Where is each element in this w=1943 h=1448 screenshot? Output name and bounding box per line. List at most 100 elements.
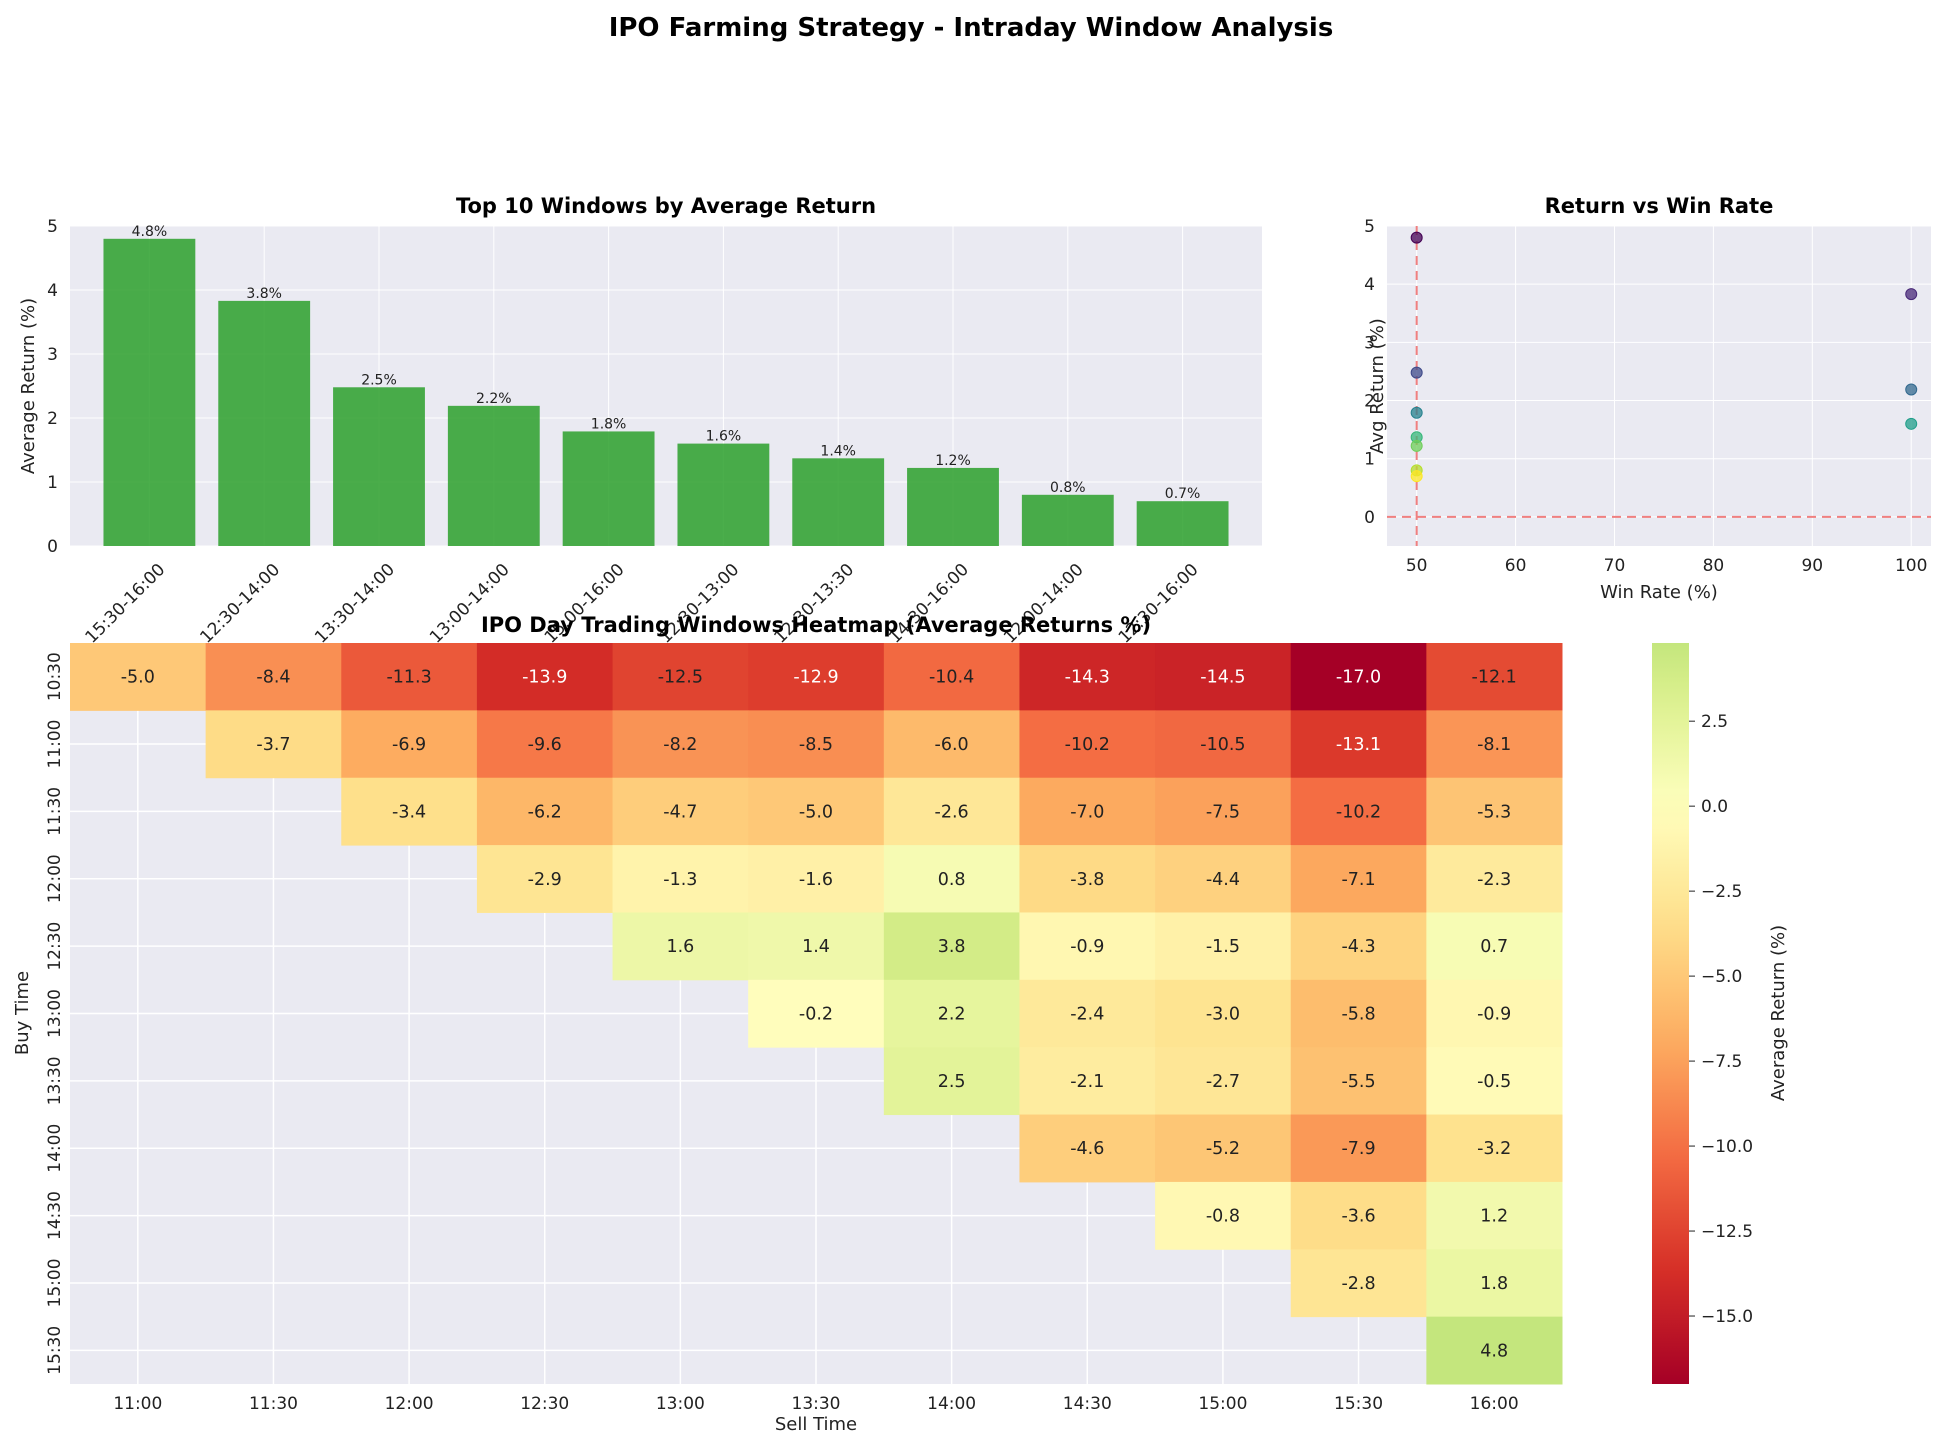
heatmap-cell bbox=[1426, 777, 1563, 846]
heatmap-cell-label: -8.5 bbox=[799, 735, 833, 755]
heatmap-cell bbox=[1155, 1047, 1292, 1116]
heatmap-cell-label: -6.0 bbox=[935, 735, 969, 755]
heatmap-xtick-label: 13:00 bbox=[656, 1394, 705, 1414]
heatmap-cell bbox=[1290, 1047, 1427, 1116]
heatmap-xtick-label: 12:00 bbox=[385, 1394, 434, 1414]
heatmap-cell bbox=[1290, 912, 1427, 981]
bar-data-label: 1.8% bbox=[591, 416, 627, 432]
scatter-point bbox=[1410, 470, 1423, 483]
heatmap-cell bbox=[883, 845, 1020, 913]
heatmap-ytick-label: 12:30 bbox=[45, 922, 65, 971]
heatmap-cell-label: -10.5 bbox=[1200, 735, 1245, 755]
bar-data-label: 1.4% bbox=[820, 443, 856, 459]
bar bbox=[1021, 494, 1114, 546]
bar-data-label: 3.8% bbox=[246, 286, 282, 302]
heatmap-cell bbox=[748, 912, 885, 981]
scatter-plot-area bbox=[1387, 226, 1931, 546]
heatmap-cell-label: -12.9 bbox=[793, 668, 838, 688]
heatmap-cell-label: -2.8 bbox=[1341, 1274, 1375, 1294]
scatter-point bbox=[1410, 231, 1423, 244]
heatmap-cell-label: -13.9 bbox=[522, 668, 567, 688]
heatmap-cell-label: -13.1 bbox=[1336, 735, 1381, 755]
heatmap-cell-label: -8.2 bbox=[663, 735, 697, 755]
scatter-xtick-label: 100 bbox=[1895, 556, 1927, 576]
heatmap-xtick-label: 15:00 bbox=[1198, 1394, 1247, 1414]
bar-chart-panel: 4.8% 3.8% 2.5% 2.2% 1.8% 1.6% 1.4% 1.2% 0.8% 0.7%… bbox=[18, 194, 1262, 648]
heatmap-cell-label: 2.2 bbox=[938, 1005, 966, 1025]
scatter-point bbox=[1905, 417, 1918, 430]
heatmap-cell-label: -1.5 bbox=[1206, 937, 1240, 957]
heatmap-cell bbox=[883, 710, 1020, 779]
heatmap-cell-label: -14.3 bbox=[1065, 668, 1110, 688]
heatmap-cell-label: 1.6 bbox=[666, 937, 694, 957]
heatmap-panel: -5.0 -8.4 -11.3 -13.9 -12.5 -12.9 -10.4 -14.3 -1… bbox=[12, 613, 1563, 1435]
heatmap-cell-label: -5.0 bbox=[799, 802, 833, 822]
bar-xtick-label: 13:30-14:00 bbox=[311, 560, 399, 648]
bar-chart-ylabel: Average Return (%) bbox=[18, 298, 39, 474]
heatmap-cell bbox=[1155, 912, 1292, 981]
bar bbox=[907, 467, 999, 546]
heatmap-cell bbox=[748, 643, 885, 711]
heatmap-cell bbox=[1426, 912, 1563, 981]
heatmap-cell bbox=[1426, 1114, 1563, 1183]
heatmap-ytick-label: 14:00 bbox=[45, 1124, 65, 1173]
heatmap-cell-label: -7.5 bbox=[1206, 802, 1240, 822]
heatmap-xtick-label: 14:30 bbox=[1063, 1394, 1112, 1414]
colorbar-tick-label: −2.5 bbox=[1701, 882, 1742, 902]
bar bbox=[792, 458, 885, 546]
heatmap-cell-label: -7.9 bbox=[1341, 1139, 1375, 1159]
heatmap-cell bbox=[612, 912, 749, 981]
heatmap-cell bbox=[476, 710, 614, 779]
heatmap-cell bbox=[1155, 979, 1292, 1048]
heatmap-cell bbox=[748, 979, 885, 1048]
heatmap-cell bbox=[1290, 845, 1427, 913]
heatmap-cell bbox=[1019, 710, 1156, 779]
scatter-ytick-label: 1 bbox=[1364, 450, 1375, 470]
bar bbox=[677, 443, 770, 546]
scatter-title: Return vs Win Rate bbox=[1545, 194, 1774, 218]
heatmap-cell-label: 0.7 bbox=[1480, 937, 1508, 957]
heatmap-cell bbox=[612, 777, 749, 846]
bar-ytick-label: 5 bbox=[47, 217, 58, 237]
heatmap-cell bbox=[1019, 1047, 1156, 1116]
heatmap-ytick-label: 11:30 bbox=[45, 787, 65, 836]
heatmap-cell bbox=[612, 643, 749, 711]
scatter-point bbox=[1905, 383, 1918, 396]
heatmap-cell-label: -8.1 bbox=[1477, 735, 1511, 755]
heatmap-cell bbox=[883, 912, 1020, 981]
heatmap-cell-label: -0.2 bbox=[799, 1005, 833, 1025]
heatmap-ytick-label: 14:30 bbox=[45, 1191, 65, 1240]
heatmap-cell-label: -5.2 bbox=[1206, 1139, 1240, 1159]
heatmap-cell-label: -0.9 bbox=[1070, 937, 1104, 957]
heatmap-cell bbox=[341, 710, 478, 779]
colorbar-tick-label: −12.5 bbox=[1701, 1222, 1753, 1242]
heatmap-cell-label: -7.0 bbox=[1070, 802, 1104, 822]
heatmap-cell bbox=[1019, 777, 1156, 846]
heatmap-cell-label: -3.0 bbox=[1206, 1005, 1240, 1025]
heatmap-cell bbox=[341, 643, 478, 711]
bar bbox=[1136, 501, 1229, 546]
bar-ytick-label: 2 bbox=[47, 409, 58, 429]
heatmap-cell-label: -2.7 bbox=[1206, 1072, 1240, 1092]
heatmap-cell bbox=[1290, 710, 1427, 779]
heatmap-cell bbox=[748, 777, 885, 846]
heatmap-cell bbox=[1155, 643, 1292, 711]
heatmap-cell bbox=[1019, 643, 1156, 711]
heatmap-cell bbox=[883, 777, 1020, 846]
heatmap-cell-label: -4.7 bbox=[663, 802, 697, 822]
heatmap-cell bbox=[1426, 979, 1563, 1048]
bar-data-label: 0.8% bbox=[1050, 480, 1086, 496]
scatter-xtick-label: 80 bbox=[1703, 556, 1725, 576]
heatmap-cell-label: -2.6 bbox=[935, 802, 969, 822]
heatmap-cell-label: -3.2 bbox=[1477, 1139, 1511, 1159]
heatmap-cell-label: -1.3 bbox=[663, 870, 697, 890]
heatmap-cell-label: -7.1 bbox=[1341, 870, 1375, 890]
colorbar-tick-label: 2.5 bbox=[1701, 712, 1728, 732]
heatmap-cell bbox=[205, 710, 342, 779]
heatmap-cell bbox=[1290, 1181, 1427, 1250]
heatmap-cell-label: -12.5 bbox=[658, 668, 703, 688]
scatter-xtick-label: 50 bbox=[1406, 556, 1428, 576]
bar-xtick-label: 15:30-16:00 bbox=[82, 560, 170, 648]
scatter-xlabel: Win Rate (%) bbox=[1600, 582, 1718, 603]
